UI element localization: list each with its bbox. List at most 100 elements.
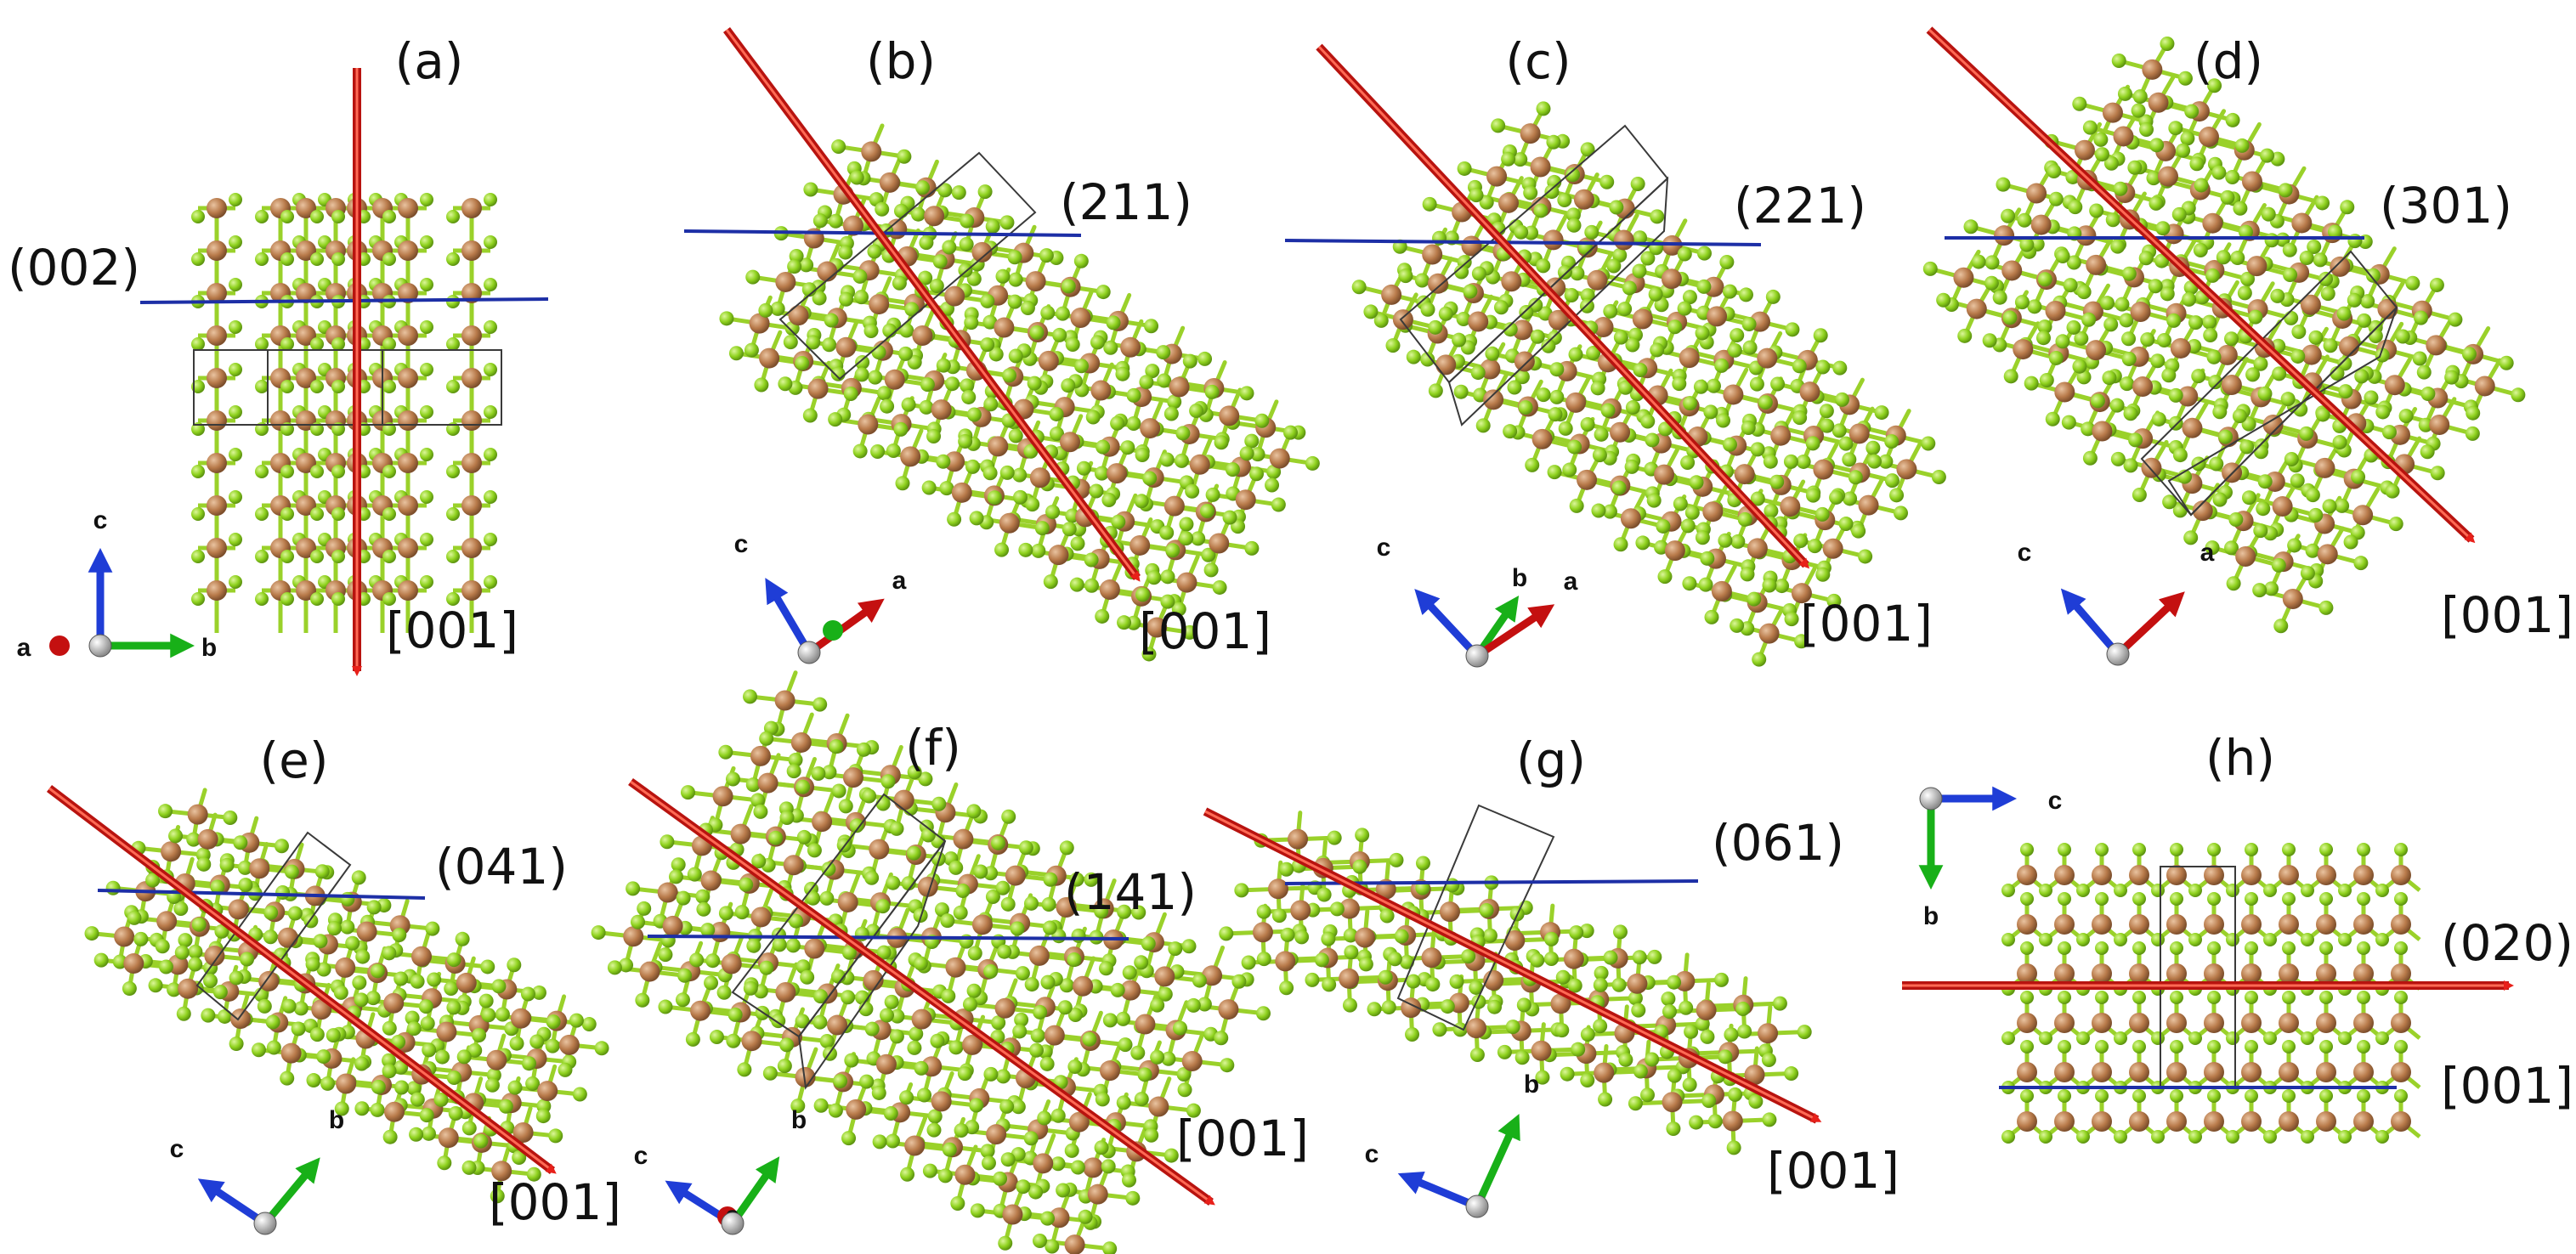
f-atom (2253, 444, 2268, 460)
f-atom (1580, 1072, 1595, 1087)
f-atom (1106, 315, 1121, 330)
f-atom (687, 867, 702, 882)
f-atom (2121, 266, 2137, 281)
f-atom (1256, 1006, 1271, 1021)
f-atom (1568, 347, 1583, 362)
f-atom (920, 828, 936, 843)
f-atom (812, 697, 828, 712)
f-atom (1684, 505, 1700, 520)
cu-atom (759, 347, 780, 369)
cu-atom (1219, 405, 1240, 426)
f-atom (1554, 1023, 1570, 1038)
f-atom (783, 335, 798, 350)
f-atom (864, 870, 880, 885)
cu-atom (2202, 212, 2223, 234)
f-atom (2253, 523, 2268, 539)
f-atom (1135, 447, 1150, 462)
f-atom (726, 1033, 741, 1048)
f-atom (689, 952, 705, 968)
cu-atom (1758, 623, 1780, 644)
cu-atom (1531, 1040, 1552, 1061)
f-atom (1182, 353, 1197, 369)
f-atom (1485, 346, 1500, 361)
f-atom (2014, 295, 2030, 310)
cu-atom (1140, 418, 1161, 439)
f-atom (2110, 239, 2126, 254)
f-atom (1029, 325, 1045, 340)
f-atom (280, 380, 294, 393)
f-atom (631, 914, 646, 929)
f-atom (2193, 242, 2208, 257)
f-atom (446, 210, 460, 223)
f-atom (1185, 483, 1200, 499)
f-atom (2385, 483, 2400, 499)
f-atom (1567, 439, 1582, 455)
f-atom (2121, 331, 2137, 347)
cu-atom (1070, 308, 1091, 329)
f-atom (705, 953, 721, 969)
plane-label: (141) (1064, 863, 1197, 921)
f-atom (326, 921, 342, 936)
f-atom (1024, 977, 1039, 992)
f-atom (2212, 492, 2228, 507)
f-atom (1120, 440, 1135, 455)
f-atom (1279, 980, 1294, 996)
f-atom (340, 891, 355, 907)
cu-atom (1288, 828, 1309, 850)
f-atom (425, 921, 440, 936)
f-atom (1103, 340, 1118, 355)
f-atom (1116, 1011, 1131, 1026)
f-atom (1322, 977, 1337, 992)
f-atom (863, 324, 879, 339)
f-atom (898, 346, 914, 361)
cu-atom (1235, 489, 1256, 511)
f-atom (997, 944, 1012, 959)
f-atom (1110, 982, 1125, 997)
cu-atom (296, 240, 316, 261)
cu-atom (1734, 464, 1755, 485)
cu-atom (296, 198, 316, 218)
f-atom (940, 913, 955, 929)
cu-atom (398, 538, 418, 558)
f-atom (1631, 1003, 1646, 1018)
f-atom (2338, 384, 2353, 399)
cu-atom (2316, 865, 2336, 885)
f-atom (2099, 296, 2115, 311)
f-atom (965, 459, 981, 474)
f-atom (1098, 961, 1113, 976)
f-atom (1167, 394, 1182, 410)
f-atom (739, 877, 754, 892)
f-atom (2113, 181, 2128, 196)
f-atom (594, 1041, 609, 1056)
f-atom (969, 1098, 984, 1113)
f-atom (320, 1076, 336, 1091)
f-atom (1761, 1053, 1776, 1068)
f-atom (893, 203, 909, 218)
f-atom (770, 301, 785, 316)
f-atom (833, 1074, 848, 1089)
f-atom (807, 843, 822, 858)
axis-triad: cba (634, 1106, 807, 1235)
f-atom (1415, 856, 1430, 871)
f-atom (1727, 342, 1742, 358)
f-atom (884, 994, 899, 1009)
f-atom (1001, 809, 1016, 824)
f-atom (1769, 474, 1785, 489)
f-atom (105, 880, 121, 895)
cu-atom (861, 141, 882, 162)
f-atom (1536, 387, 1551, 403)
f-atom (1693, 379, 1708, 394)
f-atom (922, 1163, 937, 1178)
cu-atom (207, 580, 227, 601)
cu-atom (1029, 467, 1050, 489)
cu-atom (537, 1081, 558, 1102)
f-atom (1134, 494, 1149, 509)
f-atom (1689, 1115, 1704, 1130)
f-atom (2257, 474, 2273, 489)
cu-atom (1129, 534, 1151, 556)
f-atom (354, 1101, 370, 1116)
cu-atom (837, 891, 858, 912)
f-atom (484, 235, 497, 249)
f-atom (822, 337, 837, 353)
cu-atom (398, 283, 418, 303)
